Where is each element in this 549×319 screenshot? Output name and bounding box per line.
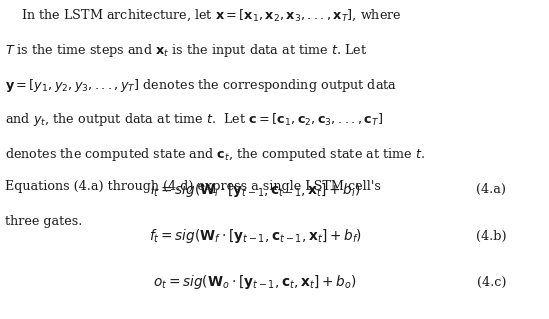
Text: In the LSTM architecture, let $\mathbf{x} = [\mathbf{x}_1, \mathbf{x}_2, \mathbf: In the LSTM architecture, let $\mathbf{x…	[5, 8, 402, 23]
Text: denotes the computed state and $\mathbf{c}_t$, the computed state at time $t$.: denotes the computed state and $\mathbf{…	[5, 146, 425, 163]
Text: $i_t = sig(\mathbf{W}_i \cdot [\mathbf{y}_{t-1}, \mathbf{c}_{t-1}, \mathbf{x}_t]: $i_t = sig(\mathbf{W}_i \cdot [\mathbf{y…	[150, 181, 361, 199]
Text: and $y_t$, the output data at time $t$.  Let $\mathbf{c} = [\mathbf{c}_1, \mathb: and $y_t$, the output data at time $t$. …	[5, 111, 384, 128]
Text: (4.a): (4.a)	[477, 183, 506, 196]
Text: $f_t = sig(\mathbf{W}_f \cdot [\mathbf{y}_{t-1}, \mathbf{c}_{t-1}, \mathbf{x}_t]: $f_t = sig(\mathbf{W}_f \cdot [\mathbf{y…	[149, 227, 362, 245]
Text: (4.b): (4.b)	[476, 230, 507, 242]
Text: $o_t = sig(\mathbf{W}_o \cdot [\mathbf{y}_{t-1}, \mathbf{c}_t, \mathbf{x}_t] + b: $o_t = sig(\mathbf{W}_o \cdot [\mathbf{y…	[153, 273, 357, 291]
Text: $T$ is the time steps and $\mathbf{x}_t$ is the input data at time $t$. Let: $T$ is the time steps and $\mathbf{x}_t$…	[5, 42, 368, 59]
Text: three gates.: three gates.	[5, 215, 83, 228]
Text: (4.c): (4.c)	[477, 276, 506, 289]
Text: Equations (4.a) through (4.d) express a single LSTM cell's: Equations (4.a) through (4.d) express a …	[5, 180, 382, 193]
Text: $\mathbf{y} = [y_1, y_2, y_3, ..., y_T]$ denotes the corresponding output data: $\mathbf{y} = [y_1, y_2, y_3, ..., y_T]$…	[5, 77, 397, 94]
